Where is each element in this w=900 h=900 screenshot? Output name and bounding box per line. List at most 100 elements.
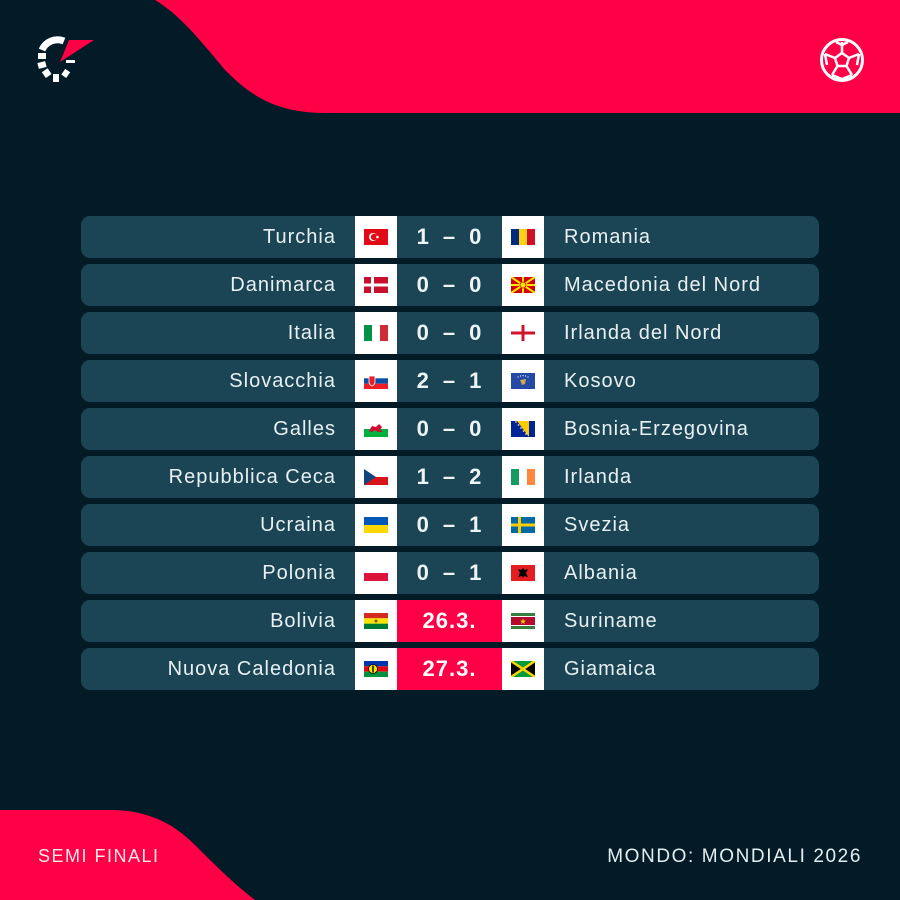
match-row[interactable]: Galles 0–0 Bosnia-Erzegovina xyxy=(81,408,819,450)
match-score: 0–1 xyxy=(397,504,502,546)
match-row[interactable]: Slovacchia 2–1 Kosovo xyxy=(81,360,819,402)
away-team: Macedonia del Nord xyxy=(544,264,819,306)
home-team: Galles xyxy=(81,408,355,450)
home-team: Polonia xyxy=(81,552,355,594)
score-separator: – xyxy=(442,368,457,393)
home-flag-cell xyxy=(355,408,397,450)
match-score: 2–1 xyxy=(397,360,502,402)
albania-flag-icon xyxy=(511,565,535,581)
away-team: Kosovo xyxy=(544,360,819,402)
match-row[interactable]: Ucraina 0–1 Svezia xyxy=(81,504,819,546)
sweden-flag-icon xyxy=(511,517,535,533)
home-team: Danimarca xyxy=(81,264,355,306)
jamaica-flag-icon xyxy=(511,661,535,677)
match-score: 0–1 xyxy=(397,552,502,594)
match-row[interactable]: Polonia 0–1 Albania xyxy=(81,552,819,594)
home-score: 0 xyxy=(416,560,430,585)
home-flag-cell xyxy=(355,216,397,258)
home-flag-cell xyxy=(355,312,397,354)
match-row[interactable]: Italia 0–0 Irlanda del Nord xyxy=(81,312,819,354)
home-team: Slovacchia xyxy=(81,360,355,402)
home-score: 0 xyxy=(416,416,430,441)
north-macedonia-flag-icon xyxy=(511,277,535,293)
home-score: 0 xyxy=(416,320,430,345)
away-score: 1 xyxy=(469,512,483,537)
home-team: Bolivia xyxy=(81,600,355,642)
home-score: 1 xyxy=(416,224,430,249)
away-team: Giamaica xyxy=(544,648,819,690)
away-score: 1 xyxy=(469,368,483,393)
away-flag-cell xyxy=(502,552,544,594)
home-flag-cell xyxy=(355,504,397,546)
slovakia-flag-icon xyxy=(364,373,388,389)
match-row[interactable]: Repubblica Ceca 1–2 Irlanda xyxy=(81,456,819,498)
away-score: 0 xyxy=(469,224,483,249)
score-separator: – xyxy=(442,272,457,297)
match-date-text: 27.3. xyxy=(422,656,477,681)
romania-flag-icon xyxy=(511,229,535,245)
match-row[interactable]: Nuova Caledonia 27.3. Giamaica xyxy=(81,648,819,690)
away-team: Suriname xyxy=(544,600,819,642)
italy-flag-icon xyxy=(364,325,388,341)
home-team: Repubblica Ceca xyxy=(81,456,355,498)
bolivia-flag-icon xyxy=(364,613,388,629)
poland-flag-icon xyxy=(364,565,388,581)
match-score: 0–0 xyxy=(397,264,502,306)
czechia-flag-icon xyxy=(364,469,388,485)
home-score: 0 xyxy=(416,272,430,297)
match-score: 0–0 xyxy=(397,408,502,450)
match-score: 1–2 xyxy=(397,456,502,498)
ireland-flag-icon xyxy=(511,469,535,485)
away-flag-cell xyxy=(502,216,544,258)
wales-flag-icon xyxy=(364,421,388,437)
away-flag-cell xyxy=(502,264,544,306)
header-red-wave xyxy=(155,0,900,113)
away-score: 1 xyxy=(469,560,483,585)
away-score: 0 xyxy=(469,416,483,441)
score-separator: – xyxy=(442,320,457,345)
football-icon xyxy=(820,38,864,82)
home-score: 0 xyxy=(416,512,430,537)
kosovo-flag-icon xyxy=(511,373,535,389)
away-flag-cell xyxy=(502,600,544,642)
away-flag-cell xyxy=(502,360,544,402)
match-row[interactable]: Danimarca 0–0 Macedonia del Nord xyxy=(81,264,819,306)
denmark-flag-icon xyxy=(364,277,388,293)
away-team: Albania xyxy=(544,552,819,594)
match-date: 26.3. xyxy=(397,600,502,642)
home-team: Ucraina xyxy=(81,504,355,546)
round-label: SEMI FINALI xyxy=(38,846,160,866)
away-flag-cell xyxy=(502,648,544,690)
northern-ireland-flag-icon xyxy=(511,325,535,341)
competition-label: MONDO: MONDIALI 2026 xyxy=(607,846,862,867)
flashscore-logo-icon xyxy=(37,36,94,82)
match-score: 0–0 xyxy=(397,312,502,354)
away-score: 2 xyxy=(469,464,483,489)
score-separator: – xyxy=(442,560,457,585)
match-score: 1–0 xyxy=(397,216,502,258)
home-flag-cell xyxy=(355,456,397,498)
score-separator: – xyxy=(442,464,457,489)
away-score: 0 xyxy=(469,320,483,345)
home-flag-cell xyxy=(355,264,397,306)
match-row[interactable]: Turchia 1–0 Romania xyxy=(81,216,819,258)
footer-red-wave xyxy=(0,810,255,900)
match-date: 27.3. xyxy=(397,648,502,690)
away-flag-cell xyxy=(502,312,544,354)
home-flag-cell xyxy=(355,648,397,690)
match-row[interactable]: Bolivia 26.3. Suriname xyxy=(81,600,819,642)
score-separator: – xyxy=(442,224,457,249)
home-flag-cell xyxy=(355,360,397,402)
away-flag-cell xyxy=(502,504,544,546)
turkey-flag-icon xyxy=(364,229,388,245)
new-caledonia-flag-icon xyxy=(364,661,388,677)
bosnia-flag-icon xyxy=(511,421,535,437)
score-separator: – xyxy=(442,512,457,537)
score-separator: – xyxy=(442,416,457,441)
suriname-flag-icon xyxy=(511,613,535,629)
home-team: Turchia xyxy=(81,216,355,258)
home-flag-cell xyxy=(355,552,397,594)
home-score: 2 xyxy=(416,368,430,393)
away-team: Irlanda del Nord xyxy=(544,312,819,354)
away-team: Romania xyxy=(544,216,819,258)
